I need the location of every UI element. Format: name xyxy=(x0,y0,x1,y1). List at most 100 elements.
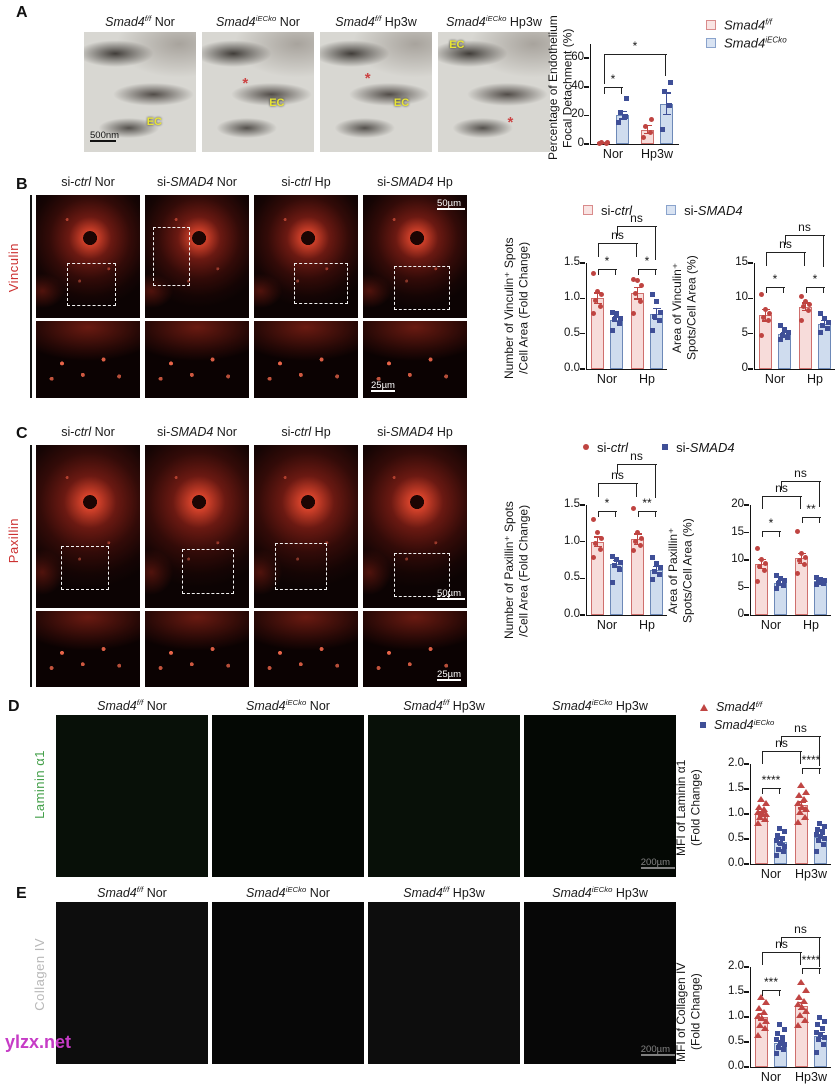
ec-label: EC xyxy=(269,96,285,109)
data-point xyxy=(599,535,604,541)
tissue-image xyxy=(56,902,208,1064)
roi-box xyxy=(60,546,109,591)
data-point xyxy=(756,994,765,1000)
y-tick-mark xyxy=(748,297,753,300)
data-point xyxy=(616,120,621,126)
tissue-image: 200µm xyxy=(524,715,676,877)
sig-label: ns xyxy=(630,210,643,225)
data-point xyxy=(668,80,673,86)
tissue-image xyxy=(368,715,520,877)
data-point xyxy=(782,578,787,584)
open-square-blue-icon xyxy=(706,38,716,48)
data-point xyxy=(591,555,596,561)
data-point xyxy=(820,1025,825,1031)
asterisk-marker: * xyxy=(364,70,371,88)
data-point xyxy=(780,1034,785,1040)
data-point xyxy=(818,329,823,335)
x-category-label: Hp3w xyxy=(641,147,673,161)
sig-bracket xyxy=(637,268,657,270)
image-title: Smad4iECko Nor xyxy=(246,885,330,901)
data-point xyxy=(797,558,802,564)
data-point xyxy=(657,318,662,324)
data-point xyxy=(598,546,603,552)
error-bar-cap xyxy=(652,565,661,567)
data-point xyxy=(814,849,819,854)
em-micrograph: 500nm EC xyxy=(84,32,196,152)
x-category-label: Hp xyxy=(807,372,823,386)
y-axis-label: Number of Paxillin⁺ Spots /Cell Area (Fo… xyxy=(502,483,531,658)
x-category-label: Nor xyxy=(602,147,624,161)
data-point xyxy=(595,530,600,536)
data-point xyxy=(595,288,600,294)
data-point xyxy=(762,567,767,573)
data-point xyxy=(662,88,667,94)
sig-label: * xyxy=(812,272,818,287)
legend-label: Smad4iECko xyxy=(714,717,775,733)
if-column: si-SMAD4 Hp 50µm 25µm xyxy=(363,175,467,398)
data-point xyxy=(777,1022,782,1027)
scale-bar: 50µm xyxy=(437,588,466,600)
data-point xyxy=(799,294,804,300)
image-title: si-ctrl Hp xyxy=(281,175,331,189)
fluorescence-zoom-image xyxy=(36,611,140,687)
sig-bracket-leg xyxy=(780,481,782,491)
x-category-label: Hp xyxy=(803,618,819,632)
error-bar-cap xyxy=(652,318,661,320)
data-point xyxy=(761,800,770,806)
y-axis-label: Area of Paxillin⁺ Spots/Cell Area (%) xyxy=(666,483,695,658)
panel-c: C Paxillin si-ctrl Nor si-SMAD4 Nor si-c… xyxy=(0,423,837,698)
y-tick-mark xyxy=(744,838,749,840)
data-point xyxy=(652,568,657,574)
legend-label: si-ctrl xyxy=(601,202,633,218)
panel-a-letter: A xyxy=(16,4,28,21)
y-tick-mark xyxy=(580,614,585,616)
sig-bracket-leg xyxy=(819,767,821,774)
sig-bracket-leg xyxy=(779,530,781,537)
bar xyxy=(591,541,604,615)
error-bar-cap xyxy=(633,298,642,300)
data-point xyxy=(778,576,783,582)
scale-bar-label: 25µm xyxy=(371,380,395,392)
x-category-label: Hp xyxy=(639,372,655,386)
y-tick-mark xyxy=(744,788,749,790)
error-bar-cap xyxy=(593,536,602,538)
y-axis-label-line: Spots/Cell Area (%) xyxy=(684,255,699,361)
data-point xyxy=(780,332,785,338)
error-bar-cap xyxy=(652,307,661,310)
panel-b: B Vinculin si-ctrl Nor si-SMAD4 Nor si-c… xyxy=(0,173,837,423)
row-label-laminin: Laminin α1 xyxy=(32,750,47,819)
image-title: Smad4f/f Hp3w xyxy=(335,14,417,30)
fluorescence-zoom-image xyxy=(254,611,358,687)
image-title: Smad4iECko Nor xyxy=(216,14,300,30)
x-category-label: Nor xyxy=(764,372,786,386)
sig-bracket-leg xyxy=(784,235,786,246)
data-point xyxy=(635,278,640,284)
sig-label: *** xyxy=(763,974,778,989)
data-point xyxy=(814,1049,819,1055)
scale-bar: 200µm xyxy=(640,857,675,869)
scale-bar-label: 200µm xyxy=(640,857,670,869)
sig-bracket xyxy=(765,287,785,289)
data-point xyxy=(774,852,779,858)
legend-entry: si-SMAD4 xyxy=(662,438,735,456)
sig-label: ns xyxy=(794,922,807,936)
sig-bracket-leg xyxy=(603,54,605,84)
data-point xyxy=(826,319,831,325)
sig-bracket xyxy=(805,287,825,289)
image-title: Smad4f/f Nor xyxy=(105,14,175,30)
square-navy-icon xyxy=(662,444,669,450)
sig-bracket-leg xyxy=(800,496,802,510)
triangle-red-icon xyxy=(700,703,708,711)
data-point xyxy=(599,140,604,146)
y-tick-mark xyxy=(580,262,585,264)
error-bar-cap xyxy=(593,545,602,547)
sig-bracket-leg xyxy=(779,788,781,794)
data-point xyxy=(780,835,785,841)
tissue-image xyxy=(368,902,520,1064)
chart-b1-container: Number of Vinculin⁺ Spots /Cell Area (Fo… xyxy=(500,211,667,398)
tissue-column: Smad4f/f Hp3w xyxy=(368,885,520,1064)
data-point xyxy=(816,1037,821,1042)
data-point xyxy=(821,841,826,847)
panel-bracket-line xyxy=(30,195,32,398)
